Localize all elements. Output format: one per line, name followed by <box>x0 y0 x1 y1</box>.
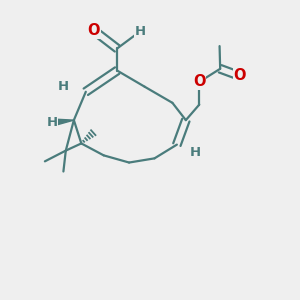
Text: O: O <box>88 23 100 38</box>
Text: H: H <box>135 25 146 38</box>
Polygon shape <box>52 119 74 126</box>
Text: H: H <box>46 116 58 129</box>
Text: O: O <box>193 74 206 89</box>
Text: O: O <box>233 68 246 83</box>
Text: H: H <box>190 146 201 159</box>
Text: H: H <box>58 80 69 93</box>
